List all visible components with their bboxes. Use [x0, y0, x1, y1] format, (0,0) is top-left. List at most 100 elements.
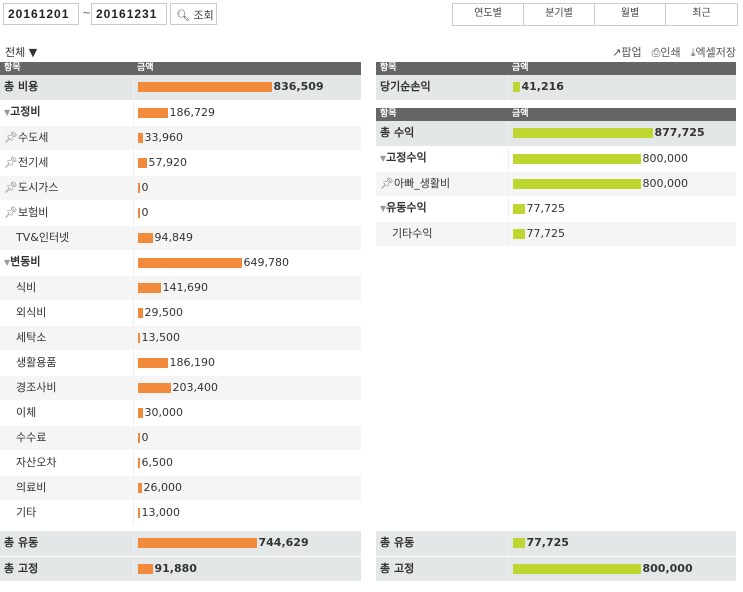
row-label: 총 고정	[4, 561, 39, 575]
collapse-triangle-icon[interactable]: ▼	[380, 154, 387, 163]
amount-bar	[137, 157, 147, 168]
tab-quarterly[interactable]: 분기별	[524, 4, 595, 25]
tab-monthly[interactable]: 월별	[595, 4, 666, 25]
table-row: 📌︎도시가스 0	[0, 175, 361, 201]
row-label: 도시가스	[17, 180, 59, 194]
net-row: 당기순손익 41,216	[376, 75, 736, 101]
collapse-triangle-icon[interactable]: ▼	[4, 108, 11, 117]
amount-value: 186,729	[169, 105, 216, 119]
amount-bar	[137, 507, 140, 518]
row-label: 생활용품	[16, 355, 57, 369]
end-date-input[interactable]: 20161231	[91, 3, 167, 25]
table-row: 생활용품 186,190	[0, 350, 361, 376]
row-label: 고정수익	[386, 151, 427, 164]
income-table: 항목 금액 총 수익 877,725 ▼고정수익 800,000 📌︎아빠_생활비 800,…	[376, 108, 736, 247]
table-row: 이체 30,000	[0, 400, 361, 426]
row-label: 보험비	[17, 205, 49, 219]
tab-recent[interactable]: 최근	[692, 8, 711, 19]
col-item: 항목	[376, 108, 508, 121]
row-label: 세탁소	[16, 330, 47, 344]
amount-bar	[512, 538, 525, 549]
filter-dropdown[interactable]: 전체 ▼	[5, 46, 38, 59]
amount-value: 744,629	[258, 536, 309, 550]
summary-row: 총 유동 77,725	[376, 531, 736, 557]
summary-row: 총 고정 91,880	[0, 556, 361, 582]
search-button[interactable]: 🔍︎ 조회	[170, 3, 217, 25]
row-label: 총 유동	[4, 536, 39, 550]
amount-value: 30,000	[144, 405, 184, 419]
col-amount: 금액	[508, 62, 736, 75]
amount-value: 203,400	[172, 380, 219, 394]
collapse-triangle-icon[interactable]: ▼	[380, 204, 387, 213]
collapse-triangle-icon[interactable]: ▼	[4, 258, 11, 267]
col-item: 항목	[376, 62, 508, 75]
row-label: 유동수익	[386, 201, 427, 214]
table-row: 📌︎수도세 33,960	[0, 125, 361, 151]
row-label: 기타	[16, 505, 37, 519]
amount-bar	[137, 182, 140, 193]
row-label: 기타수익	[392, 226, 433, 240]
summary-row: 총 유동 744,629	[0, 531, 361, 557]
col-amount: 금액	[508, 108, 736, 121]
amount-bar	[137, 207, 140, 218]
amount-bar	[137, 257, 242, 268]
row-label: 당기순손익	[376, 75, 509, 101]
pin-icon: 📌︎	[4, 130, 18, 144]
amount-bar	[137, 482, 142, 493]
amount-bar	[137, 357, 168, 368]
table-row: 경조사비 203,400	[0, 375, 361, 401]
row-label: 외식비	[16, 305, 47, 319]
amount-bar	[137, 282, 161, 293]
amount-bar	[512, 178, 641, 189]
amount-bar	[137, 332, 140, 343]
amount-value: 41,216	[521, 80, 564, 94]
tab-yearly[interactable]: 연도별	[453, 4, 524, 25]
row-label: 수수료	[16, 430, 47, 444]
amount-value: 836,509	[273, 80, 324, 94]
row-label: 경조사비	[16, 380, 57, 394]
start-date-input[interactable]: 20161201	[3, 3, 79, 25]
amount-value: 800,000	[642, 561, 693, 575]
row-label: 총 고정	[380, 561, 415, 575]
row-label: 총 비용	[4, 80, 39, 94]
amount-value: 800,000	[642, 151, 689, 165]
row-label: TV&인터넷	[16, 230, 70, 244]
table-row: 📌︎아빠_생활비 800,000	[376, 171, 736, 197]
amount-bar	[512, 563, 641, 574]
print-button[interactable]: ⎙인쇄	[651, 46, 681, 59]
amount-bar	[512, 228, 525, 239]
period-tabs: 연도별 분기별 월별 최근	[452, 3, 738, 26]
amount-value: 77,725	[526, 201, 566, 215]
amount-value: 77,725	[526, 536, 569, 550]
group-row[interactable]: ▼유동수익 77,725	[376, 196, 736, 222]
table-row: 의료비 26,000	[0, 475, 361, 501]
row-label: 변동비	[10, 255, 41, 268]
popup-icon: ↗	[612, 46, 622, 59]
amount-bar	[137, 132, 143, 143]
amount-value: 877,725	[654, 126, 705, 140]
amount-bar	[137, 407, 143, 418]
amount-bar	[137, 382, 171, 393]
table-row: 📌︎보험비 0	[0, 200, 361, 226]
popup-button[interactable]: ↗팝업	[612, 46, 642, 59]
amount-value: 0	[141, 205, 149, 219]
group-row[interactable]: ▼변동비 649,780	[0, 250, 361, 276]
amount-value: 57,920	[148, 155, 188, 169]
amount-value: 94,849	[154, 230, 194, 244]
col-amount: 금액	[133, 62, 361, 75]
pin-icon: 📌︎	[4, 205, 18, 219]
net-table: 항목 금액 당기순손익 41,216	[376, 62, 736, 101]
table-row: 세탁소 13,500	[0, 325, 361, 351]
group-row[interactable]: ▼고정수익 800,000	[376, 146, 736, 172]
table-row: 📌︎전기세 57,920	[0, 150, 361, 176]
amount-bar	[512, 153, 641, 164]
amount-bar	[137, 432, 140, 443]
group-row[interactable]: ▼고정비 186,729	[0, 100, 361, 126]
amount-value: 0	[141, 430, 149, 444]
summary-row: 총 고정 800,000	[376, 556, 736, 582]
date-separator: ~	[82, 6, 92, 19]
excel-save-button[interactable]: ⤓엑셀저장	[690, 46, 736, 59]
amount-value: 649,780	[243, 255, 290, 269]
amount-value: 800,000	[642, 176, 689, 190]
col-item: 항목	[0, 62, 133, 75]
